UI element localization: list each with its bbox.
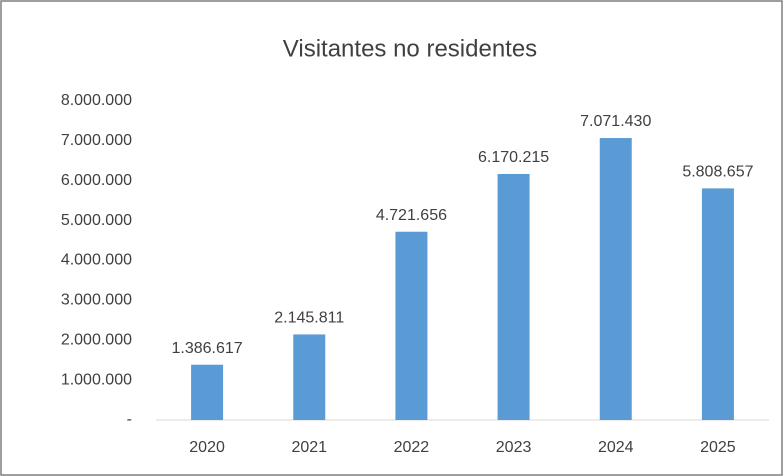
bar [497, 173, 530, 420]
y-tick-label: 2.000.000 [61, 331, 132, 348]
chart-title: Visitantes no residentes [283, 35, 537, 62]
x-tick-label: 2024 [598, 439, 634, 456]
y-tick-label: 1.000.000 [61, 371, 132, 388]
data-label: 1.386.617 [171, 340, 242, 357]
x-tick-label: 2022 [394, 439, 430, 456]
bar [701, 188, 734, 420]
x-tick-label: 2021 [291, 439, 327, 456]
data-label: 4.721.656 [376, 207, 447, 224]
y-tick-label: 8.000.000 [61, 92, 132, 109]
data-label: 6.170.215 [478, 149, 549, 166]
data-label: 7.071.430 [580, 113, 651, 130]
y-tick-label: - [127, 411, 132, 428]
y-tick-label: 3.000.000 [61, 292, 132, 309]
x-tick-label: 2025 [700, 439, 736, 456]
bar [599, 138, 632, 420]
y-tick-label: 4.000.000 [61, 252, 132, 269]
x-tick-label: 2020 [189, 439, 225, 456]
y-tick-label: 5.000.000 [61, 212, 132, 229]
bar [395, 231, 428, 420]
data-label: 5.808.657 [682, 164, 753, 181]
y-tick-label: 7.000.000 [61, 132, 132, 149]
y-tick-label: 6.000.000 [61, 172, 132, 189]
x-tick-label: 2023 [496, 439, 532, 456]
bar [191, 364, 224, 420]
bar [293, 334, 326, 420]
data-label: 2.145.811 [274, 310, 344, 327]
